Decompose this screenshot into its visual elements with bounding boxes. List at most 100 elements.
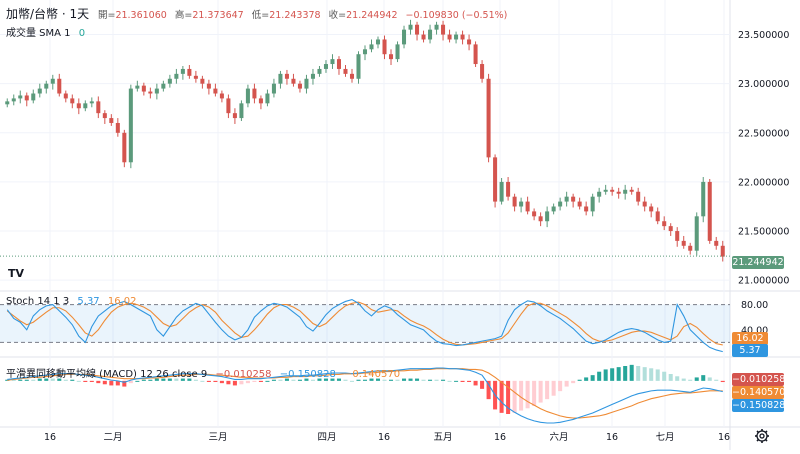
candle-body	[219, 93, 224, 99]
macd-hist-bar	[623, 366, 628, 381]
macd-hist-bar	[122, 380, 127, 387]
macd-hist-bar	[44, 378, 49, 381]
macd-hist-bar	[382, 379, 387, 381]
macd-hist-bar	[681, 378, 686, 381]
axes: 23.500000 23.000000 22.500000 22.000000 21.5…	[44, 30, 789, 443]
candle-body	[102, 113, 107, 119]
symbol-title[interactable]: 加幣/台幣 · 1天	[6, 7, 90, 21]
candle-body	[447, 34, 452, 40]
macd-hist-bar	[610, 368, 615, 381]
macd-hist-bar	[649, 368, 654, 381]
macd-hist-bar	[369, 378, 374, 381]
candle-body	[330, 59, 335, 65]
candle-body	[610, 189, 615, 192]
candle-body	[681, 240, 686, 246]
candle-body	[428, 29, 433, 40]
candle-body	[96, 101, 101, 114]
volume-legend[interactable]: 成交量 SMA 1 0	[6, 24, 90, 39]
gear-icon[interactable]	[754, 428, 770, 444]
candle-body	[284, 73, 289, 79]
candle-body	[616, 191, 621, 194]
macd-hist-bar	[636, 366, 641, 381]
candle-body	[310, 73, 315, 79]
candle-body	[232, 113, 237, 119]
candle-body	[512, 196, 517, 207]
time-tick-label: 四月	[317, 432, 336, 443]
time-tick-label: 16	[378, 432, 390, 443]
candle-body	[206, 83, 211, 89]
stoch-legend[interactable]: Stoch 14 1 3 5.37 16.02	[6, 296, 142, 307]
candle-body	[128, 88, 133, 163]
candle-body	[519, 201, 524, 207]
candle-body	[577, 201, 582, 207]
macd-hist-bar	[473, 380, 478, 386]
candle-body	[258, 98, 263, 104]
candle-body	[226, 98, 231, 114]
macd-hist-bar	[284, 378, 289, 381]
candle-body	[571, 196, 576, 202]
macd-hist-bar	[662, 371, 667, 381]
last-price-box: 21.244942	[732, 256, 784, 269]
macd-hist-bar	[109, 380, 114, 386]
macd-hist-bar	[395, 379, 400, 381]
candle-body	[623, 189, 628, 194]
stoch-tick-80: 80.00	[741, 300, 768, 311]
macd-signal-line	[7, 368, 723, 419]
macd-hist-bar	[167, 378, 172, 381]
candle-body	[551, 206, 556, 212]
macd-hist-bar	[37, 378, 42, 381]
ohlc-close: 收=21.244942	[328, 10, 398, 21]
candle-body	[362, 49, 368, 55]
macd-hist-bar	[675, 376, 680, 381]
macd-hist-bar	[89, 380, 94, 382]
candle-body	[291, 78, 296, 84]
candle-body	[642, 201, 647, 207]
macd-hist-bar	[616, 367, 621, 381]
macd-signal-box: −0.140570	[732, 386, 786, 399]
time-tick-label: 三月	[208, 432, 227, 443]
candle-body	[408, 24, 413, 30]
candle-body	[467, 39, 472, 45]
macd-hist-bar	[577, 379, 582, 381]
macd-hist-bar	[415, 378, 420, 381]
macd-hist-bar	[18, 379, 23, 381]
candle-body	[454, 34, 459, 40]
macd-hist-bar	[525, 380, 530, 409]
candle-body	[694, 216, 699, 251]
macd-hist-bar	[688, 379, 693, 381]
candle-body	[480, 64, 485, 79]
candle-body	[304, 78, 309, 89]
stoch-k-line	[6, 298, 723, 353]
time-tick-label: 16	[494, 432, 506, 443]
macd-hist-bar	[63, 379, 68, 381]
candle-body	[278, 73, 283, 84]
time-tick-label: 五月	[433, 432, 452, 443]
macd-hist-bar	[213, 380, 218, 382]
candle-body	[115, 122, 120, 133]
macd-hist-bar	[141, 379, 146, 381]
macd-hist-bar	[336, 378, 341, 381]
candle-body	[668, 226, 673, 232]
macd-hist-bar	[291, 379, 296, 381]
candle-body	[239, 103, 244, 119]
candle-body	[584, 206, 589, 212]
candle-body	[89, 101, 94, 104]
macd-hist-bar	[701, 375, 706, 381]
macd-legend[interactable]: 平滑異同移動平均線 (MACD) 12 26 close 9 −0.010258…	[6, 365, 405, 380]
macd-hist-bar	[421, 379, 426, 381]
candle-body	[200, 78, 205, 84]
time-tick-label: 16	[606, 432, 618, 443]
candle-body	[441, 24, 446, 35]
macd-hist-bar	[206, 380, 211, 382]
macd-hist-bar	[226, 380, 231, 385]
macd-hist-bar	[467, 380, 472, 382]
macd-hist-bar	[460, 380, 465, 382]
candle-body	[323, 64, 328, 69]
candle-body	[532, 211, 537, 217]
tradingview-logo[interactable]: TV	[8, 267, 25, 280]
candle-body	[44, 83, 49, 89]
macd-hist-bar	[362, 379, 368, 381]
macd-hist-bar	[694, 377, 699, 381]
